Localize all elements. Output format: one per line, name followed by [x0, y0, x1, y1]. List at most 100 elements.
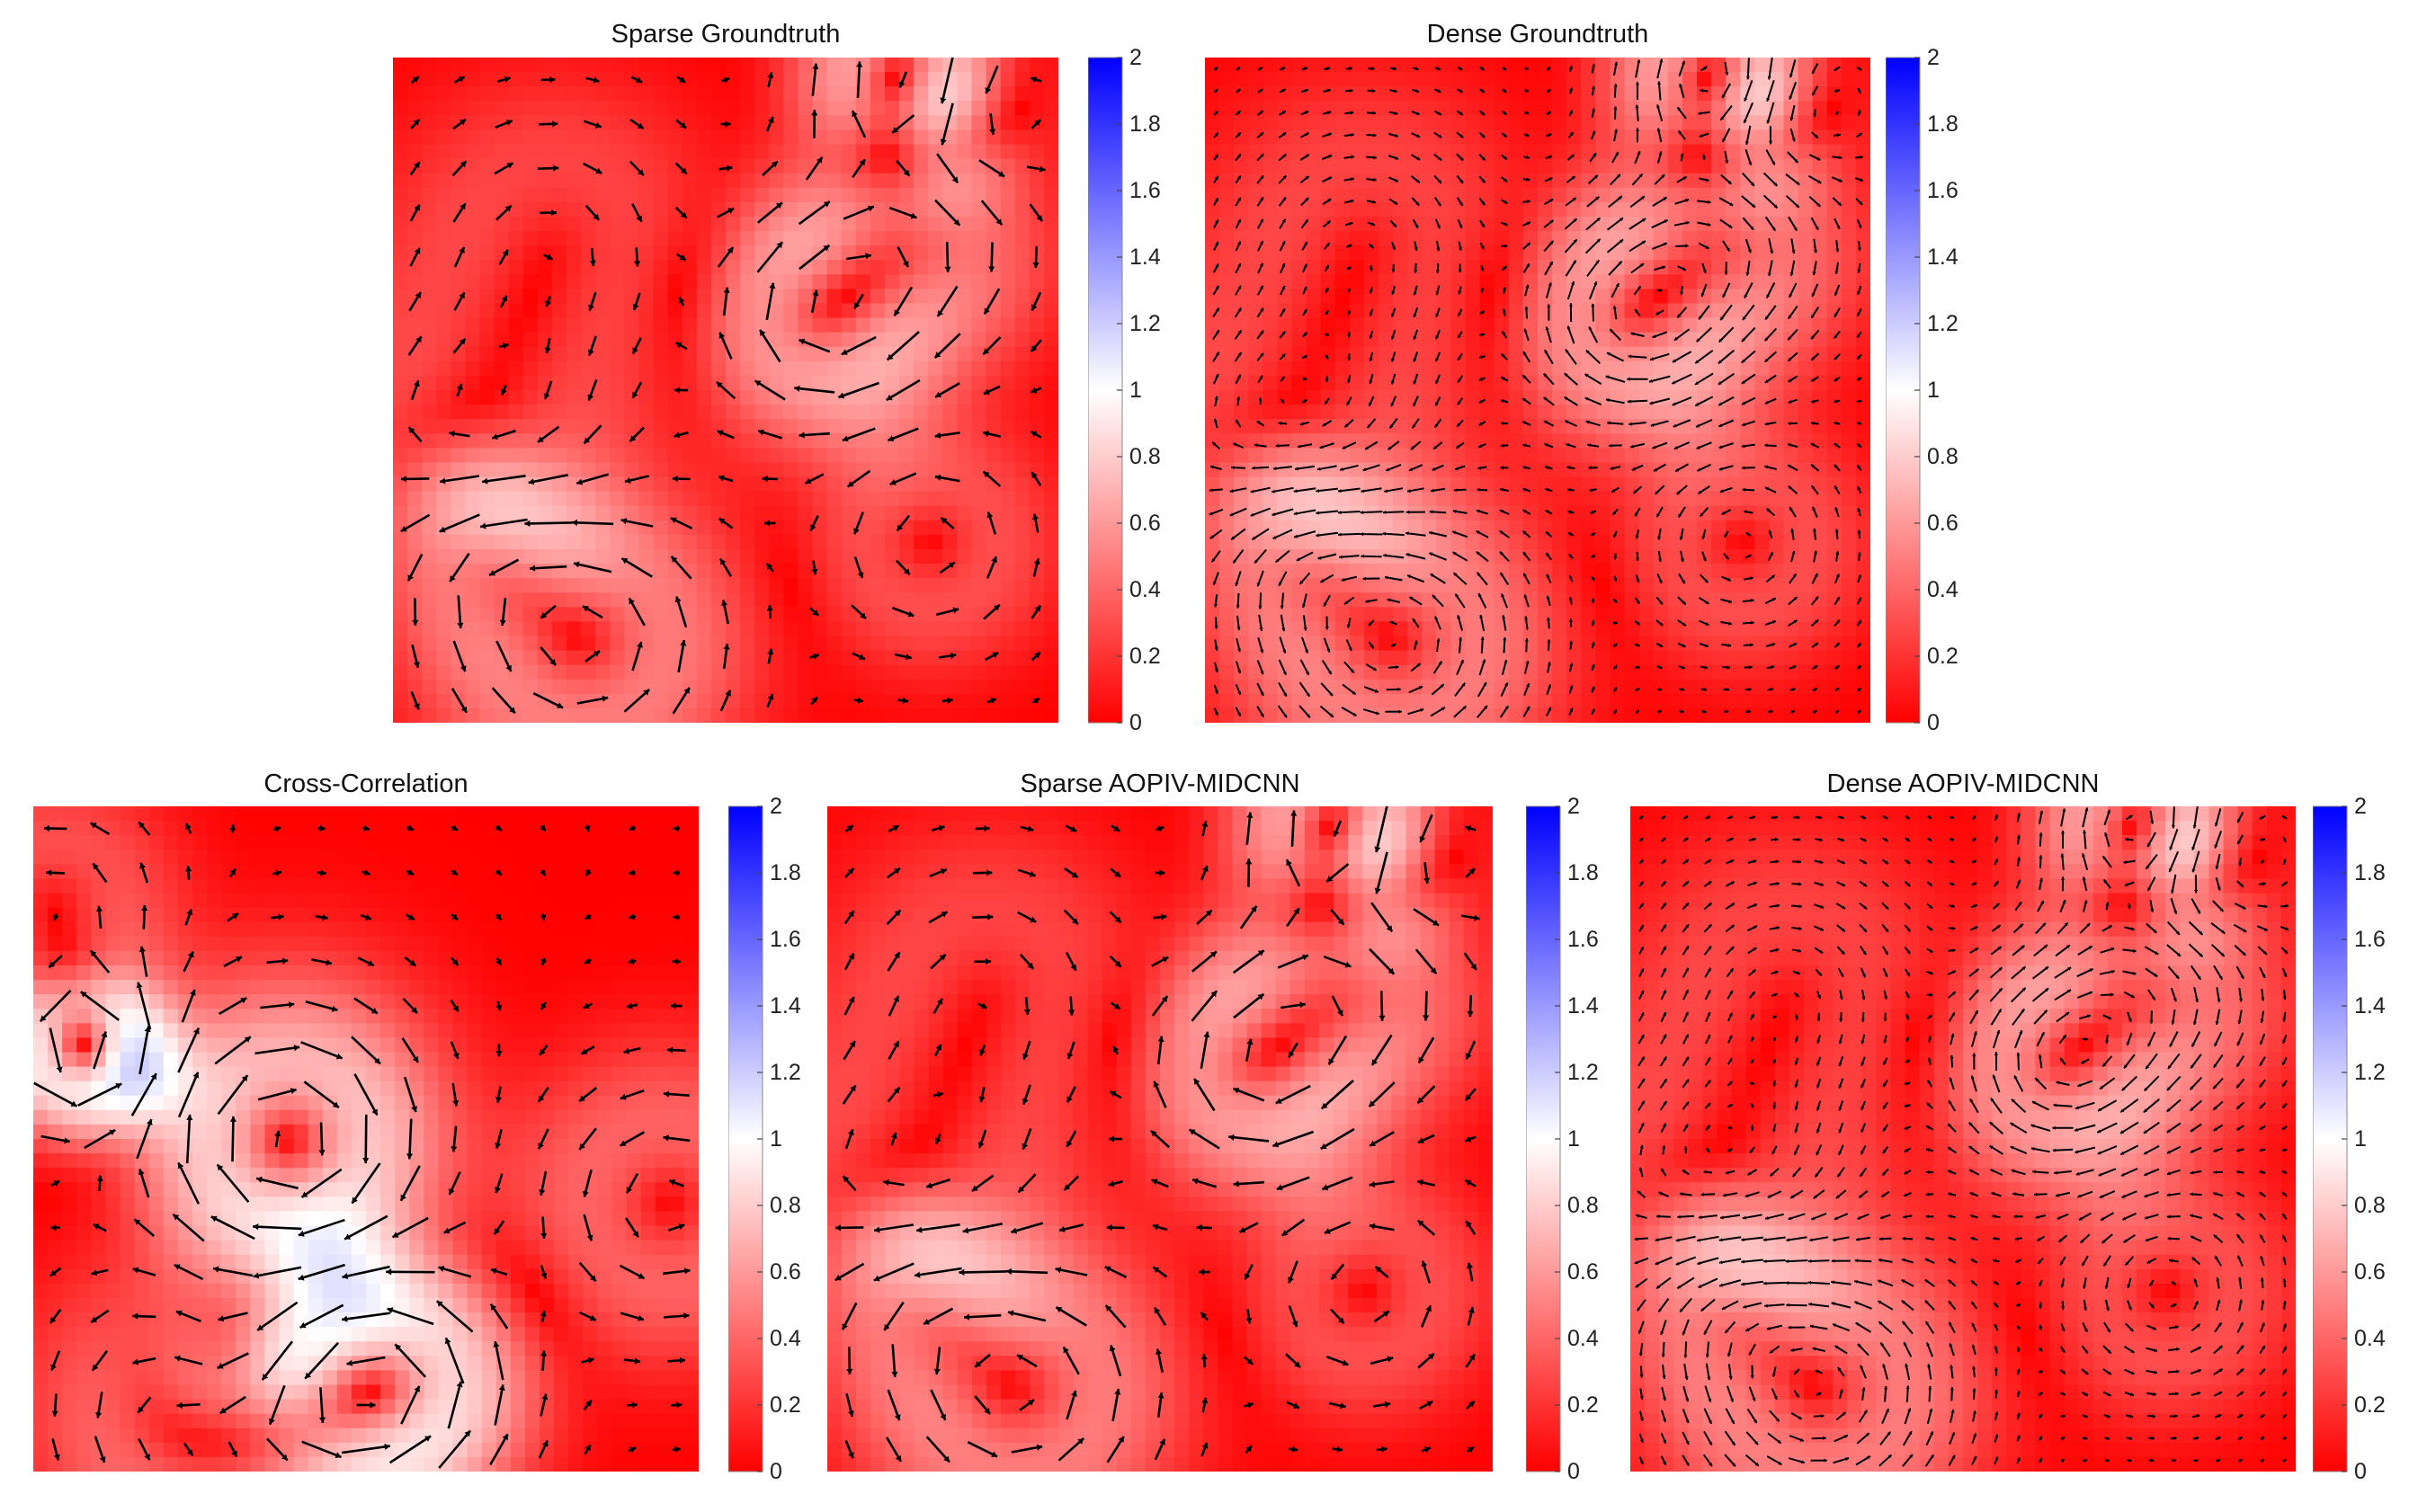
magnitude-cell: [1291, 592, 1307, 608]
velocity-arrow: [944, 242, 951, 272]
magnitude-cell: [1754, 448, 1770, 464]
magnitude-cell: [1798, 360, 1814, 377]
velocity-arrow: [1236, 88, 1241, 93]
magnitude-cell: [667, 58, 683, 73]
magnitude-cell: [610, 129, 625, 146]
magnitude-cell: [393, 636, 408, 652]
magnitude-cell: [928, 274, 943, 289]
magnitude-cell: [407, 534, 423, 550]
magnitude-cell: [1334, 592, 1351, 608]
velocity-arrow: [1388, 132, 1399, 138]
magnitude-cell: [1363, 476, 1379, 493]
velocity-arrow: [721, 600, 729, 625]
magnitude-cell: [1653, 592, 1669, 608]
magnitude-cell: [1479, 693, 1495, 709]
magnitude-cell: [798, 231, 814, 246]
magnitude-cell: [1407, 332, 1423, 348]
magnitude-cell: [1812, 476, 1828, 493]
magnitude-cell: [798, 245, 814, 261]
magnitude-cell: [1841, 448, 1857, 464]
magnitude-cell: [1043, 245, 1058, 261]
magnitude-cell: [740, 231, 755, 246]
magnitude-cell: [1841, 86, 1857, 102]
magnitude-cell: [1205, 693, 1220, 709]
magnitude-cell: [638, 101, 655, 116]
magnitude-cell: [1219, 491, 1235, 507]
magnitude-cell: [726, 548, 741, 565]
magnitude-cell: [1682, 375, 1698, 391]
magnitude-cell: [653, 534, 669, 550]
velocity-arrow: [1478, 110, 1486, 116]
magnitude-cell: [914, 520, 929, 536]
velocity-arrow: [1233, 442, 1244, 449]
magnitude-cell: [1855, 72, 1870, 87]
magnitude-cell: [422, 448, 437, 464]
magnitude-cell: [855, 621, 871, 637]
velocity-arrow: [1369, 265, 1373, 271]
magnitude-cell: [1754, 260, 1770, 275]
magnitude-cell: [393, 231, 408, 246]
magnitude-cell: [1638, 58, 1655, 73]
magnitude-cell: [567, 707, 582, 723]
velocity-arrow: [895, 559, 911, 576]
magnitude-cell: [653, 405, 669, 420]
magnitude-cell: [1334, 129, 1351, 146]
magnitude-cell: [638, 405, 655, 420]
magnitude-cell: [870, 101, 886, 116]
magnitude-cell: [653, 462, 669, 478]
magnitude-cell: [957, 564, 973, 579]
magnitude-cell: [508, 72, 524, 87]
magnitude-cell: [1000, 578, 1016, 593]
magnitude-cell: [1682, 72, 1698, 87]
magnitude-cell: [1566, 115, 1582, 131]
magnitude-cell: [1000, 564, 1016, 579]
magnitude-cell: [783, 245, 799, 261]
magnitude-cell: [1552, 636, 1567, 652]
magnitude-cell: [1393, 592, 1408, 608]
velocity-arrow: [1457, 331, 1463, 339]
magnitude-cell: [1436, 158, 1452, 174]
velocity-arrow: [811, 63, 819, 96]
magnitude-cell: [522, 534, 539, 550]
magnitude-cell: [783, 317, 799, 334]
magnitude-cell: [1638, 158, 1655, 174]
magnitude-cell: [1263, 346, 1279, 362]
magnitude-cell: [1610, 693, 1626, 709]
magnitude-cell: [1538, 578, 1553, 593]
magnitude-cell: [1219, 332, 1235, 348]
magnitude-cell: [1552, 201, 1567, 218]
magnitude-cell: [551, 158, 567, 174]
magnitude-cell: [522, 72, 539, 87]
magnitude-cell: [1783, 173, 1799, 189]
magnitude-cell: [1826, 274, 1842, 289]
magnitude-cell: [522, 564, 539, 579]
magnitude-cell: [1552, 101, 1567, 116]
magnitude-cell: [1320, 607, 1336, 622]
velocity-arrow: [1369, 374, 1374, 385]
magnitude-cell: [826, 274, 843, 289]
magnitude-cell: [1000, 274, 1016, 289]
magnitude-cell: [1566, 564, 1582, 579]
magnitude-cell: [1422, 260, 1437, 275]
magnitude-cell: [928, 534, 943, 550]
magnitude-cell: [522, 231, 539, 246]
magnitude-cell: [870, 58, 886, 73]
velocity-arrow: [1299, 659, 1310, 676]
velocity-arrow: [1212, 572, 1219, 585]
magnitude-cell: [1334, 679, 1351, 695]
magnitude-cell: [465, 462, 481, 478]
velocity-arrow: [1370, 287, 1373, 294]
magnitude-cell: [1014, 144, 1031, 160]
velocity-arrow: [983, 385, 1001, 396]
magnitude-cell: [1508, 621, 1524, 637]
magnitude-cell: [1306, 187, 1322, 203]
magnitude-cell: [1711, 505, 1727, 521]
magnitude-cell: [812, 491, 828, 507]
magnitude-cell: [522, 664, 539, 680]
magnitude-cell: [1219, 303, 1235, 319]
magnitude-cell: [537, 58, 553, 73]
velocity-arrow: [1385, 709, 1402, 714]
magnitude-cell: [551, 636, 567, 652]
magnitude-cell: [1029, 332, 1045, 348]
magnitude-cell: [710, 303, 727, 319]
